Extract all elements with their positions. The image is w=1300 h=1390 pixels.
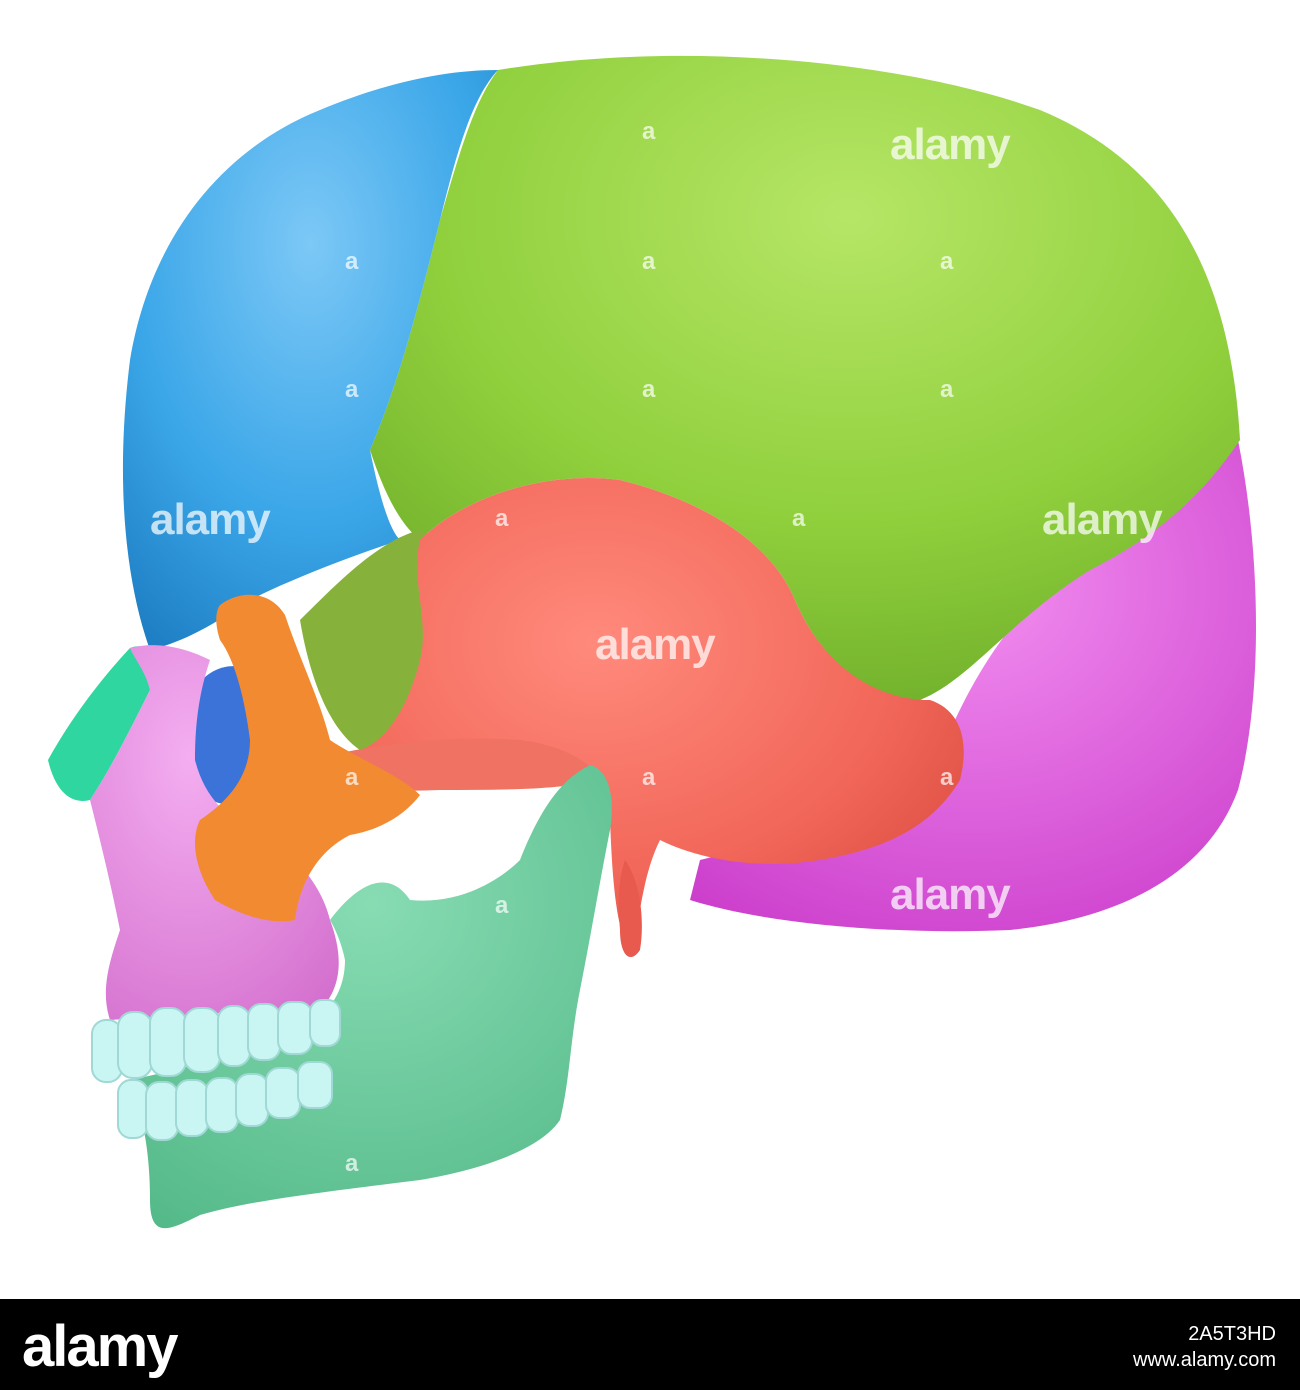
watermark-a: a: [495, 892, 509, 919]
zygomatic-bone: [195, 594, 420, 922]
watermark-a: a: [495, 505, 509, 532]
skull-illustration: [48, 55, 1256, 1229]
watermark-alamy: alamy: [150, 495, 271, 544]
footer-info: 2A5T3HD www.alamy.com: [1133, 1321, 1276, 1373]
watermark-a: a: [940, 764, 954, 791]
footer-url: www.alamy.com: [1133, 1349, 1276, 1371]
watermark-a: a: [940, 376, 954, 403]
zygomatic-arch: [330, 738, 600, 791]
styloid-process: [618, 860, 642, 958]
watermark-a: a: [345, 248, 359, 275]
upper-teeth: [91, 999, 341, 1083]
watermark-alamy: alamy: [1042, 495, 1163, 544]
occipital-bone: [690, 440, 1256, 932]
frontal-bone: [122, 70, 498, 650]
nasal-bone: [48, 646, 154, 801]
alamy-logo: alamy: [22, 1314, 178, 1379]
lower-teeth: [117, 1061, 333, 1141]
watermark-a: a: [345, 376, 359, 403]
watermark-a: a: [345, 1150, 359, 1177]
image-canvas: alamy alamy alamy alamy alamy a a a a a …: [48, 55, 1256, 1229]
watermark-alamy: alamy: [890, 870, 1011, 919]
image-id: 2A5T3HD: [1188, 1323, 1276, 1345]
watermark-alamy: alamy: [595, 620, 716, 669]
watermark-a: a: [642, 248, 656, 275]
orbit: [191, 666, 256, 804]
watermark-a: a: [642, 376, 656, 403]
watermark-a: a: [940, 248, 954, 275]
watermark-a: a: [792, 505, 806, 532]
watermark-alamy: alamy: [890, 120, 1011, 169]
watermark-a: a: [642, 118, 656, 145]
watermark-a: a: [642, 764, 656, 791]
footer-bar: alamy 2A5T3HD www.alamy.com: [0, 1299, 1300, 1390]
watermark-a: a: [345, 764, 359, 791]
temporal-bone: [349, 478, 964, 950]
parietal-bone: [370, 55, 1240, 700]
